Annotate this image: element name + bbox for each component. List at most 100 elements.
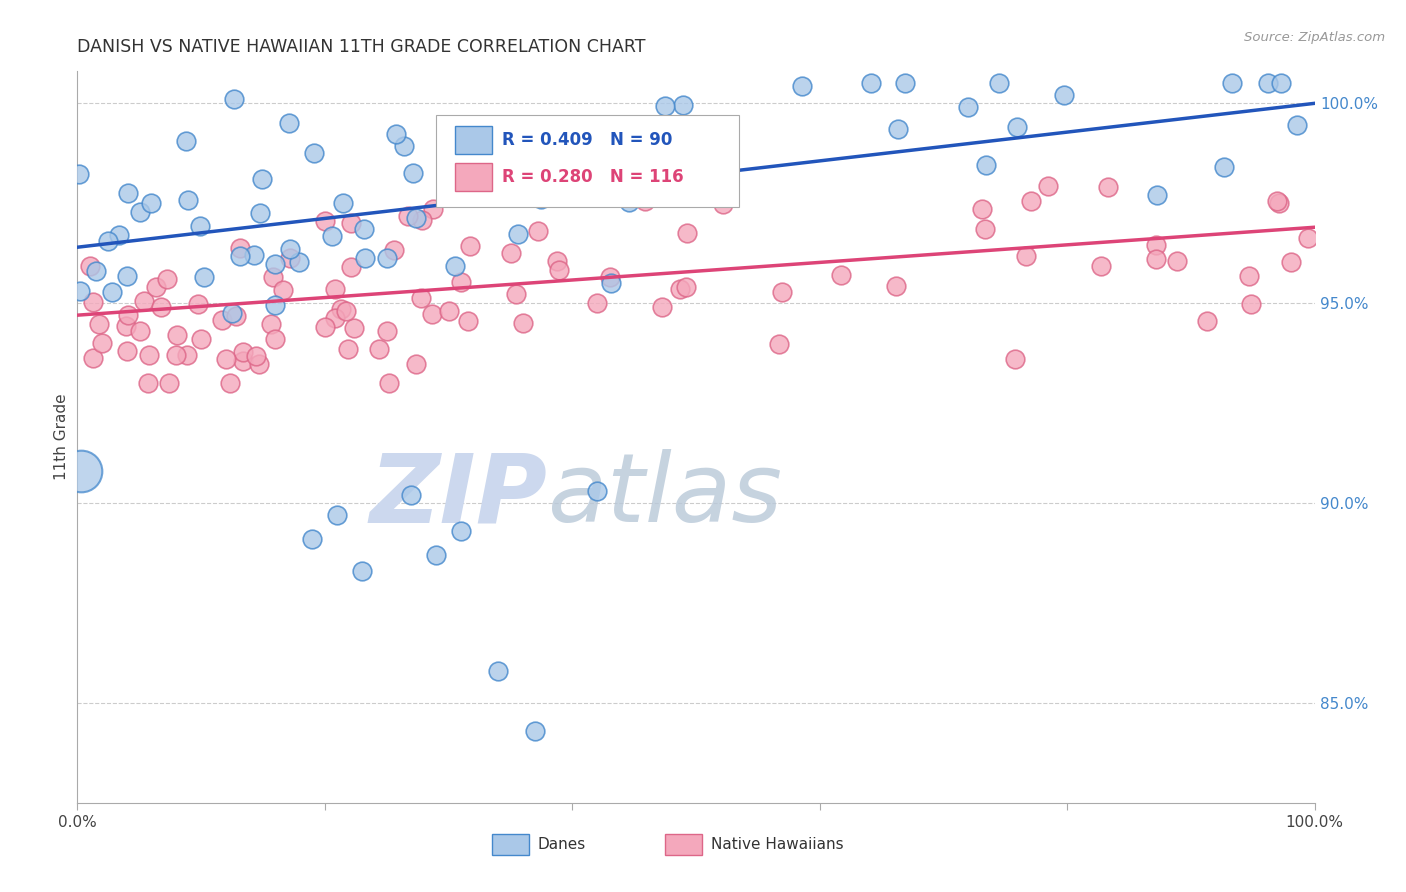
Text: DANISH VS NATIVE HAWAIIAN 11TH GRADE CORRELATION CHART: DANISH VS NATIVE HAWAIIAN 11TH GRADE COR… [77, 38, 645, 56]
Point [302, 145, 325, 160]
Point [136, 376, 159, 391]
Text: Source: ZipAtlas.com: Source: ZipAtlas.com [1244, 31, 1385, 45]
Point [1220, 76, 1243, 90]
Point [288, 254, 311, 268]
Point [1267, 194, 1289, 208]
Point [278, 242, 301, 256]
Point [970, 202, 993, 216]
Point [596, 169, 619, 183]
Point [323, 282, 346, 296]
Point [1268, 195, 1291, 210]
FancyBboxPatch shape [436, 115, 740, 207]
Point [264, 257, 287, 271]
Point [1007, 120, 1029, 134]
Point [1004, 352, 1026, 367]
Point [377, 252, 399, 266]
Text: Danes: Danes [537, 837, 586, 852]
Point [82, 294, 104, 309]
Point [894, 76, 917, 90]
Point [586, 483, 609, 498]
Point [323, 311, 346, 326]
Point [405, 358, 427, 372]
Point [1237, 269, 1260, 284]
Point [354, 251, 377, 265]
Point [326, 508, 349, 522]
Point [651, 300, 673, 314]
Point [117, 186, 139, 200]
Point [271, 283, 294, 297]
Point [1257, 76, 1279, 90]
Point [79, 259, 101, 273]
Point [830, 268, 852, 283]
Point [420, 307, 443, 321]
Point [117, 308, 139, 322]
Point [1015, 249, 1038, 263]
Point [174, 134, 197, 148]
Point [336, 342, 359, 356]
Point [1166, 253, 1188, 268]
Point [600, 276, 623, 290]
Point [67, 167, 90, 181]
Point [156, 272, 179, 286]
Point [229, 249, 252, 263]
Point [229, 241, 252, 255]
Point [499, 246, 522, 260]
Point [1053, 88, 1076, 103]
Point [411, 212, 433, 227]
Point [790, 79, 813, 94]
Point [108, 227, 131, 242]
Point [264, 332, 287, 346]
Point [396, 209, 419, 223]
Point [245, 349, 267, 363]
Point [617, 195, 640, 210]
Point [134, 293, 156, 308]
Text: R = 0.409   N = 90: R = 0.409 N = 90 [502, 131, 672, 149]
Point [190, 332, 212, 346]
Point [634, 194, 657, 209]
Point [1144, 252, 1167, 266]
Point [215, 352, 238, 367]
Point [225, 309, 247, 323]
Point [139, 196, 162, 211]
Point [434, 190, 457, 204]
Point [402, 166, 425, 180]
Point [711, 197, 734, 211]
Point [1285, 118, 1308, 132]
Bar [492, 833, 529, 855]
Point [340, 216, 363, 230]
Point [232, 344, 254, 359]
Point [117, 268, 139, 283]
Point [249, 206, 271, 220]
Point [676, 227, 699, 241]
Point [956, 100, 979, 114]
Point [768, 337, 790, 351]
Point [188, 219, 211, 233]
Point [378, 376, 401, 391]
Point [138, 348, 160, 362]
Point [350, 564, 373, 578]
Point [82, 351, 104, 365]
Point [1213, 160, 1236, 174]
Point [221, 306, 243, 320]
Point [974, 158, 997, 172]
Point [332, 196, 354, 211]
Point [166, 328, 188, 343]
Point [69, 284, 91, 298]
Point [1146, 187, 1168, 202]
Y-axis label: 11th Grade: 11th Grade [53, 393, 69, 481]
Point [129, 205, 152, 219]
Point [1038, 178, 1060, 193]
Point [96, 235, 118, 249]
Point [176, 348, 198, 362]
Point [101, 285, 124, 299]
Point [263, 297, 285, 311]
Bar [665, 833, 702, 855]
Point [887, 121, 910, 136]
Point [770, 285, 793, 299]
Point [382, 243, 405, 257]
Point [262, 269, 284, 284]
Point [340, 260, 363, 274]
Point [457, 314, 479, 328]
Point [278, 116, 301, 130]
Point [548, 262, 571, 277]
